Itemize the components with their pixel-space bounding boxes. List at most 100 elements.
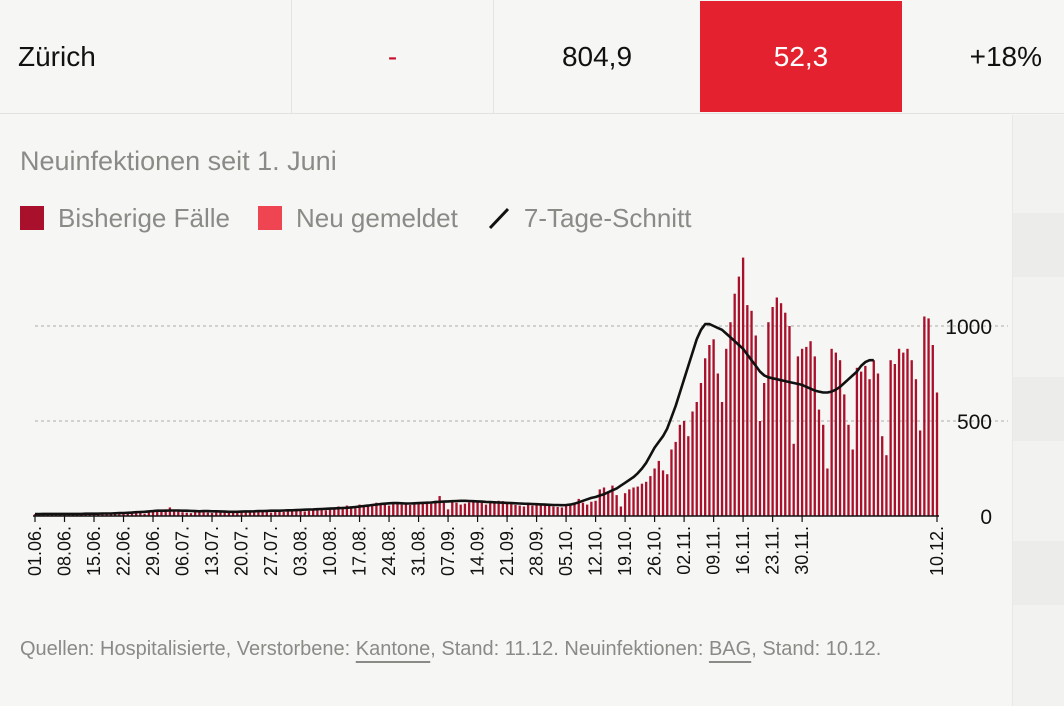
bar-previous [446, 509, 450, 516]
bar-previous [392, 502, 395, 516]
bar-previous [581, 502, 585, 516]
bar-previous [118, 514, 121, 516]
source-suffix: , Stand: 10.12. [751, 638, 882, 660]
bar-previous [501, 501, 505, 516]
x-tick-label: 22.06. [114, 526, 134, 576]
bar-previous [126, 512, 129, 516]
bar-previous [611, 485, 614, 516]
bar-previous [923, 316, 926, 516]
bar-previous [670, 449, 673, 516]
bar-previous [619, 506, 623, 516]
bar-layer [33, 257, 939, 516]
bar-previous [202, 512, 205, 516]
bar-previous [505, 502, 509, 516]
bar-previous [809, 341, 812, 516]
bar-previous [417, 502, 420, 516]
bar-previous [215, 512, 218, 516]
bar-previous [455, 502, 458, 516]
bar-previous [535, 504, 538, 516]
bar-previous [729, 322, 732, 516]
bar-previous [480, 502, 483, 516]
bar-previous [476, 501, 479, 516]
bar-previous [467, 502, 471, 516]
bar-previous [931, 345, 934, 516]
legend-label-avg: 7-Tage-Schnitt [523, 202, 692, 233]
bar-previous [607, 491, 610, 516]
grid-layer [35, 325, 1008, 422]
y-tick-label: 0 [980, 506, 992, 529]
bar-previous [194, 511, 197, 516]
bar-previous [265, 511, 268, 516]
bar-previous [105, 513, 108, 516]
bar-previous [539, 503, 542, 516]
x-tick-label: 05.10. [556, 526, 576, 576]
right-scroll-strip [1012, 115, 1064, 706]
bar-previous [341, 506, 344, 516]
bar-previous [758, 421, 762, 516]
x-tick-label: 08.06. [55, 526, 75, 576]
legend-new: Neu gemeldet [257, 203, 458, 234]
bar-previous [531, 505, 534, 516]
bar-previous [349, 506, 353, 516]
bar-previous [636, 486, 639, 516]
bar-previous [109, 514, 113, 516]
bar-previous [720, 402, 724, 516]
x-tick-label: 02.11. [674, 526, 694, 575]
bar-previous [682, 421, 686, 516]
strip-block [1013, 213, 1064, 277]
bar-previous [645, 481, 648, 516]
bar-previous [864, 365, 867, 516]
bar-previous [438, 496, 441, 516]
bar-previous [826, 468, 829, 516]
bar-previous [813, 356, 816, 516]
bar-previous [396, 503, 399, 516]
bar-previous [843, 394, 846, 516]
x-tick-label: 10.08. [320, 526, 340, 576]
bar-previous [741, 257, 745, 516]
bar-previous [767, 322, 770, 516]
bar-previous [84, 514, 87, 516]
bar-previous [906, 348, 909, 516]
bar-previous [379, 503, 382, 516]
bar-previous [615, 495, 618, 516]
bar-previous [274, 511, 277, 516]
x-tick-label: 27.07. [261, 526, 281, 576]
x-tick-label: 28.09. [527, 526, 547, 576]
bar-previous [484, 504, 488, 516]
bar-previous [122, 512, 125, 516]
bar-previous [320, 509, 323, 516]
x-tick-label: 13.07. [202, 526, 222, 576]
strip-block [1013, 541, 1064, 605]
source-link-kantone[interactable]: Kantone [355, 638, 431, 660]
bar-previous [383, 504, 387, 516]
bar-previous [134, 512, 138, 516]
bar-previous [240, 511, 243, 516]
hospitalized-value: - [292, 0, 494, 113]
bar-previous [489, 503, 492, 516]
bar-previous [181, 512, 184, 516]
bar-previous [868, 379, 871, 516]
bar-previous [164, 509, 167, 516]
bar-previous [185, 512, 188, 516]
bar-previous [387, 505, 391, 516]
bar-previous [666, 474, 669, 516]
bar-previous [299, 510, 302, 516]
bar-previous [244, 510, 247, 516]
canton-row[interactable]: Zürich - 804,9 52,3 +18% [0, 0, 1064, 114]
bar-previous [678, 424, 682, 516]
bar-previous [699, 383, 703, 516]
bar-previous [375, 502, 378, 516]
bar-previous [552, 506, 555, 516]
bar-previous [425, 502, 429, 516]
legend-previous: Bisherige Fälle [20, 203, 230, 234]
bar-previous [632, 487, 635, 516]
x-tick-label: 01.06. [25, 526, 45, 576]
bar-previous [834, 352, 838, 516]
bar-previous [847, 424, 850, 516]
source-link-bag[interactable]: BAG [708, 638, 752, 660]
x-tick-label: 16.11. [733, 526, 753, 575]
bar-previous [691, 411, 694, 516]
bar-previous [687, 436, 690, 516]
bar-previous [316, 508, 319, 516]
bar-previous [927, 318, 930, 516]
